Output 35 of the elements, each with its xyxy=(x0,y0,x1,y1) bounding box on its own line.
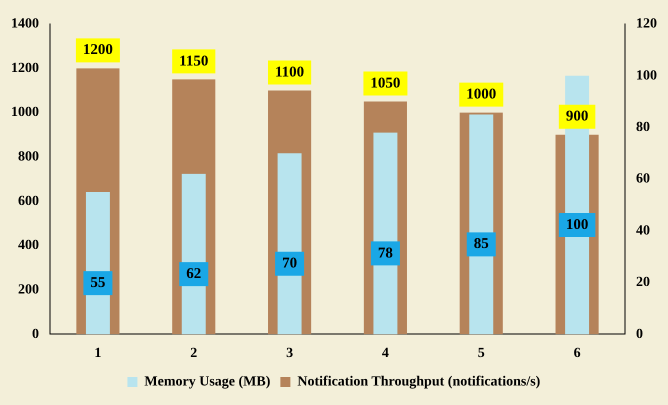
legend-label: Notification Throughput (notifications/s) xyxy=(297,374,541,390)
y2-tick-label: 100 xyxy=(636,68,657,84)
y-tick-label: 1200 xyxy=(11,60,39,76)
y-tick-label: 400 xyxy=(18,238,39,254)
y-tick-label: 800 xyxy=(18,150,39,165)
data-label: 1000 xyxy=(466,86,496,103)
y2-tick-label: 80 xyxy=(636,120,650,136)
y2-tick-label: 120 xyxy=(636,16,657,32)
y-tick-label: 1000 xyxy=(11,105,39,120)
data-label: 1200 xyxy=(82,42,113,58)
y-tick-label: 0 xyxy=(32,326,39,342)
x-tick-label: 3 xyxy=(286,346,294,362)
y2-tick-label: 20 xyxy=(636,275,650,290)
data-label: 55 xyxy=(90,274,106,291)
y2-tick-label: 60 xyxy=(636,172,650,187)
legend-label: Memory Usage (MB) xyxy=(144,374,271,390)
y-tick-label: 200 xyxy=(18,282,39,298)
data-label: 85 xyxy=(474,236,489,252)
data-label: 62 xyxy=(186,266,202,282)
data-label: 1150 xyxy=(179,53,208,70)
y-tick-label: 600 xyxy=(18,194,39,209)
x-tick-label: 2 xyxy=(190,346,198,362)
data-label: 70 xyxy=(282,256,298,272)
data-label: 1100 xyxy=(274,64,304,80)
y2-tick-label: 0 xyxy=(636,326,643,342)
data-label: 100 xyxy=(566,216,588,233)
y2-tick-label: 40 xyxy=(636,223,650,238)
y-tick-label: 1400 xyxy=(11,16,39,32)
x-tick-label: 5 xyxy=(478,346,485,362)
x-tick-label: 1 xyxy=(94,346,102,362)
data-label: 78 xyxy=(378,245,393,262)
data-label: 1050 xyxy=(370,75,400,92)
x-tick-label: 6 xyxy=(574,346,581,362)
x-tick-label: 4 xyxy=(382,346,389,362)
data-label: 900 xyxy=(566,108,588,125)
